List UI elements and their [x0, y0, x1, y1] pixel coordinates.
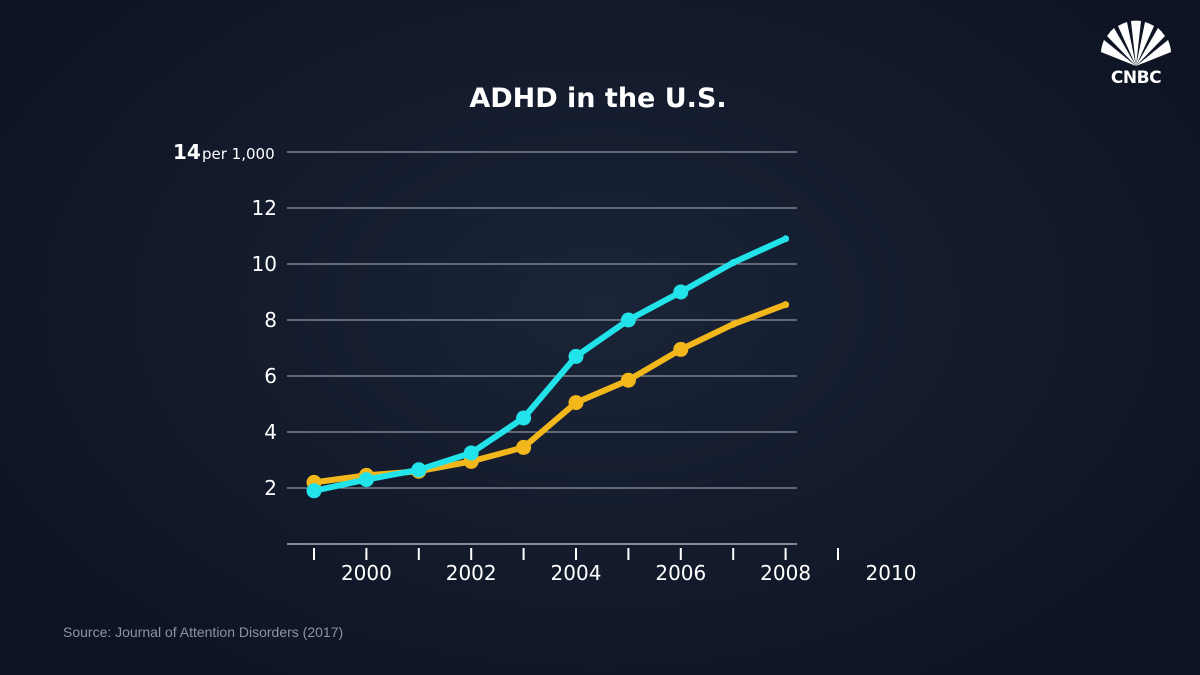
x-tick-label-2000: 2000: [341, 561, 392, 585]
x-tick-label-2004: 2004: [551, 561, 602, 585]
y-tick-label-6: 6: [264, 364, 277, 388]
series-point-cyan-1999: [306, 483, 322, 499]
chart-title: ADHD in the U.S.: [469, 83, 726, 114]
x-tick-label-2008: 2008: [760, 561, 811, 585]
series-group: [306, 235, 790, 499]
grid-lines: [287, 151, 797, 489]
series-point-gold-2007: [729, 320, 737, 328]
series-line-cyan: [311, 235, 789, 494]
y-tick-label-10: 10: [252, 252, 277, 276]
cnbc-logo: CNBC: [1101, 20, 1171, 88]
x-tick-label-2002: 2002: [446, 561, 497, 585]
series-point-cyan-2004: [568, 348, 584, 364]
series-point-cyan-2002: [463, 445, 479, 461]
series-point-gold-2004: [568, 395, 584, 411]
series-point-gold-2003: [516, 439, 532, 455]
series-point-cyan-2001: [411, 462, 427, 478]
y-tick-label-8: 8: [264, 308, 277, 332]
peacock-icon: [1101, 20, 1171, 67]
series-point-cyan-2000: [358, 472, 374, 488]
y-axis: 2 4 6 8 10 12 14 per 1,000: [173, 140, 277, 500]
x-tick-label-2010: 2010: [866, 561, 917, 585]
series-point-cyan-2006: [673, 284, 689, 300]
y-tick-label-14: 14: [173, 140, 201, 164]
series-point-gold-2006: [673, 341, 689, 357]
y-tick-label-4: 4: [264, 420, 277, 444]
y-tick-label-2: 2: [264, 476, 277, 500]
y-tick-label-12: 12: [252, 196, 277, 220]
series-line-gold: [311, 301, 789, 486]
logo-text: CNBC: [1111, 68, 1161, 88]
series-point-cyan-2008: [782, 235, 790, 243]
series-point-gold-2005: [620, 372, 636, 388]
y-unit-label: per 1,000: [202, 145, 275, 163]
x-tick-label-2006: 2006: [655, 561, 706, 585]
series-point-gold-2008: [782, 301, 790, 309]
series-point-cyan-2005: [620, 312, 636, 328]
source-note: Source: Journal of Attention Disorders (…: [63, 624, 343, 640]
x-axis: 2000 2002 2004 2006 2008 2010: [287, 543, 917, 585]
series-point-cyan-2003: [516, 410, 532, 426]
series-point-cyan-2007: [729, 259, 737, 267]
